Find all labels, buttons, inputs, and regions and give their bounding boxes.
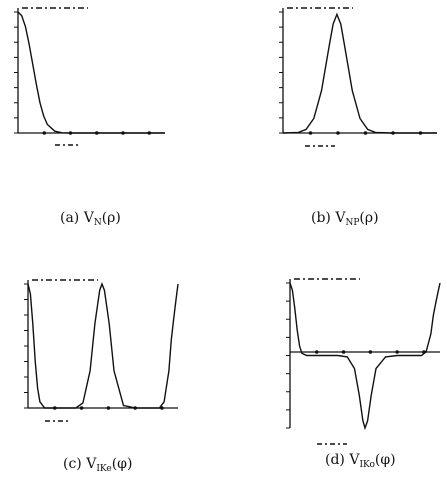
caption-argument: (φ) [112, 456, 133, 472]
x-axis-marker [160, 406, 164, 410]
x-axis-marker [368, 350, 373, 354]
caption-prefix: (d) V [325, 452, 360, 468]
x-axis-marker [395, 350, 399, 354]
caption-d: (d) VIKo(φ) [325, 452, 396, 470]
x-axis-marker [42, 131, 47, 135]
series-line [282, 12, 437, 134]
caption-c: (c) VIKe(φ) [63, 456, 132, 474]
caption-a: (a) VN(ρ) [60, 210, 121, 228]
caption-subscript: IKe [96, 464, 111, 474]
caption-subscript: IKo [359, 460, 374, 470]
panel-b: (b) VNP(ρ) [279, 7, 437, 228]
caption-argument: (φ) [375, 452, 396, 468]
panel-c: (c) VIKe(φ) [24, 279, 179, 474]
panel-d: (d) VIKo(φ) [286, 278, 441, 470]
caption-prefix: (a) V [60, 210, 95, 226]
caption-prefix: (b) V [311, 210, 346, 226]
x-axis-marker [341, 350, 346, 354]
caption-argument: (ρ) [102, 210, 121, 226]
caption-subscript: N [94, 218, 102, 228]
x-axis-marker [79, 406, 84, 410]
x-axis-marker [363, 131, 368, 135]
caption-b: (b) VNP(ρ) [311, 210, 379, 228]
caption-prefix: (c) V [63, 456, 97, 472]
x-axis-marker [308, 131, 313, 135]
series-line [289, 282, 441, 431]
panel-a: (a) VN(ρ) [14, 7, 165, 228]
x-axis-marker [336, 131, 340, 135]
series-line [17, 11, 165, 134]
caption-argument: (ρ) [359, 210, 378, 226]
series-line [27, 282, 179, 409]
x-axis-marker [106, 406, 111, 410]
caption-subscript: NP [345, 218, 359, 228]
x-axis-marker [314, 350, 319, 354]
